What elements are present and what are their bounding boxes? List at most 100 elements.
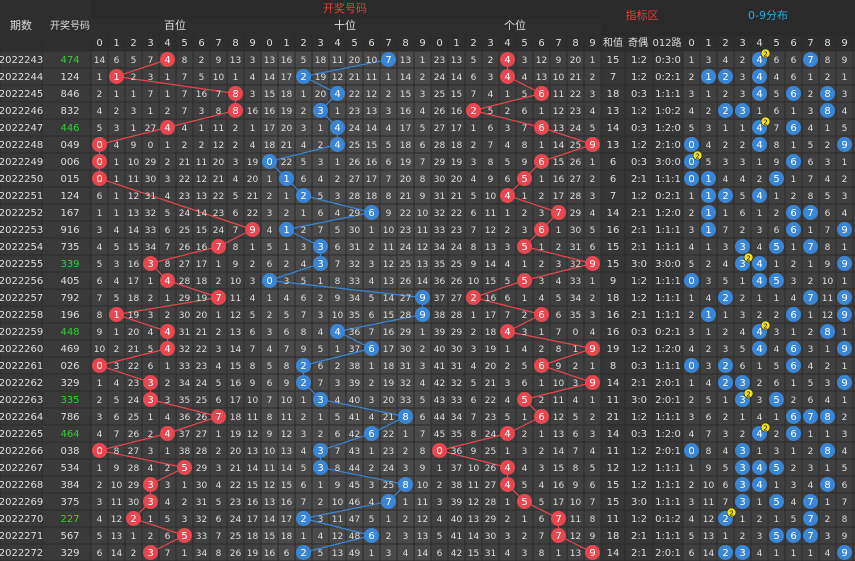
tens-ball-digit: 9 xyxy=(419,293,425,304)
dist-ball-digit: 2 xyxy=(722,106,728,117)
dist-miss-count: 5 xyxy=(825,192,831,202)
dist-ball xyxy=(735,460,750,475)
dist-miss-count: 8 xyxy=(706,447,712,457)
units-ball-digit: 5 xyxy=(521,276,527,287)
tens-ball-digit: 1 xyxy=(283,174,289,185)
hundreds-ball-digit: 2 xyxy=(130,514,136,525)
tens-miss-count: 4 xyxy=(301,260,307,270)
units-miss-count: 4 xyxy=(590,328,596,338)
units-miss-count: 1 xyxy=(522,515,528,525)
hundreds-ball-digit: 4 xyxy=(164,276,170,287)
hundreds-miss-count: 5 xyxy=(233,192,239,202)
dist-miss-count: 3 xyxy=(723,345,729,355)
dist-miss-count: 4 xyxy=(842,107,848,117)
dist-ball-digit: 9 xyxy=(841,140,847,151)
dist-miss-count: 1 xyxy=(689,379,695,389)
hundreds-miss-count: 12 xyxy=(230,311,241,321)
units-digit-header: 3 xyxy=(487,38,493,49)
dist-miss-count: 9 xyxy=(774,158,780,168)
hundreds-miss-count: 7 xyxy=(165,549,171,559)
units-miss-count: 12 xyxy=(570,532,581,542)
units-miss-count: 23 xyxy=(451,226,462,236)
draw-number: 124 xyxy=(60,72,79,83)
parity-value: 1:2 xyxy=(631,293,647,304)
tens-ball-digit: 2 xyxy=(300,72,306,83)
hundreds-miss-count: 1 xyxy=(233,73,239,83)
tens-miss-count: 20 xyxy=(315,90,327,100)
tens-miss-count: 3 xyxy=(335,379,341,389)
parity-value: 1:2 xyxy=(631,191,647,202)
hundreds-miss-count: 1 xyxy=(114,158,120,168)
dist-ball xyxy=(735,494,750,509)
tens-miss-count: 42 xyxy=(349,430,360,440)
tens-miss-count: 2 xyxy=(369,243,375,253)
hundreds-ball-digit: 0 xyxy=(96,446,102,457)
tens-ball xyxy=(398,477,413,492)
dist-miss-count: 3 xyxy=(842,430,848,440)
dist-miss-count: 4 xyxy=(842,209,848,219)
tens-miss-count: 4 xyxy=(301,141,307,151)
hundreds-ball xyxy=(143,392,158,407)
units-miss-count: 39 xyxy=(451,498,463,508)
units-digit-header: 4 xyxy=(504,38,510,49)
tens-ball xyxy=(415,307,430,322)
dist-miss-count: 3 xyxy=(825,379,831,389)
tens-miss-count: 14 xyxy=(281,464,293,474)
issue-number: 2022252 xyxy=(0,208,43,219)
tens-miss-count: 1 xyxy=(386,515,392,525)
tens-digit-header: 8 xyxy=(402,38,408,49)
tens-miss-count: 9 xyxy=(284,379,290,389)
units-miss-count: 31 xyxy=(485,549,496,559)
dist-miss-count: 2 xyxy=(740,226,746,236)
sum-value: 13 xyxy=(607,106,620,117)
tens-miss-count: 12 xyxy=(417,515,428,525)
dist-miss-count: 1 xyxy=(791,243,797,253)
units-miss-count: 1 xyxy=(539,328,545,338)
units-miss-count: 4 xyxy=(556,277,562,287)
units-digit-header: 1 xyxy=(453,38,459,49)
hundreds-miss-count: 4 xyxy=(97,515,103,525)
units-miss-count: 1 xyxy=(505,345,511,355)
dist-ball xyxy=(786,358,801,373)
units-miss-count: 3 xyxy=(488,73,494,83)
dist-miss-count: 1 xyxy=(706,243,712,253)
dist-ball-digit: 0 xyxy=(688,361,694,372)
dist-ball xyxy=(735,477,750,492)
dist-ball xyxy=(701,69,716,84)
route-value: 0:2:1 xyxy=(655,191,681,202)
tens-miss-count: 25 xyxy=(349,141,360,151)
repeat-badge xyxy=(743,252,754,263)
tens-miss-count: 47 xyxy=(349,515,360,525)
hundreds-ball xyxy=(160,120,175,135)
tens-miss-count: 6 xyxy=(369,311,375,321)
dist-miss-count: 4 xyxy=(723,56,729,66)
route-value: 1:1:1 xyxy=(655,293,681,304)
draw-number: 534 xyxy=(60,463,79,474)
hundreds-ball-digit: 4 xyxy=(164,55,170,66)
dist-ball-digit: 8 xyxy=(824,446,830,457)
units-miss-count: 2 xyxy=(539,192,545,202)
tens-miss-count: 2 xyxy=(318,498,324,508)
draw-number: 196 xyxy=(60,310,79,321)
hundreds-miss-count: 6 xyxy=(148,362,154,372)
units-ball xyxy=(517,392,532,407)
dist-miss-count: 2 xyxy=(689,311,695,321)
hundreds-ball xyxy=(160,273,175,288)
units-miss-count: 3 xyxy=(539,464,545,474)
units-miss-count: 8 xyxy=(573,464,579,474)
tens-miss-count: 4 xyxy=(420,107,426,117)
dist-ball-digit: 6 xyxy=(790,531,796,542)
units-miss-count: 11 xyxy=(485,209,496,219)
parity-header: 奇偶 xyxy=(628,36,648,49)
units-miss-count: 8 xyxy=(471,243,477,253)
tens-digit-header: 6 xyxy=(368,38,374,49)
hundreds-miss-count: 10 xyxy=(230,277,242,287)
hundreds-miss-count: 11 xyxy=(213,124,224,134)
tens-miss-count: 1 xyxy=(420,56,426,66)
units-miss-count: 5 xyxy=(505,413,511,423)
tens-miss-count: 19 xyxy=(281,107,293,117)
hundreds-digit-header: 2 xyxy=(130,38,136,49)
tens-ball xyxy=(296,188,311,203)
issue-number: 2022266 xyxy=(0,446,43,457)
dist-ball xyxy=(820,86,835,101)
